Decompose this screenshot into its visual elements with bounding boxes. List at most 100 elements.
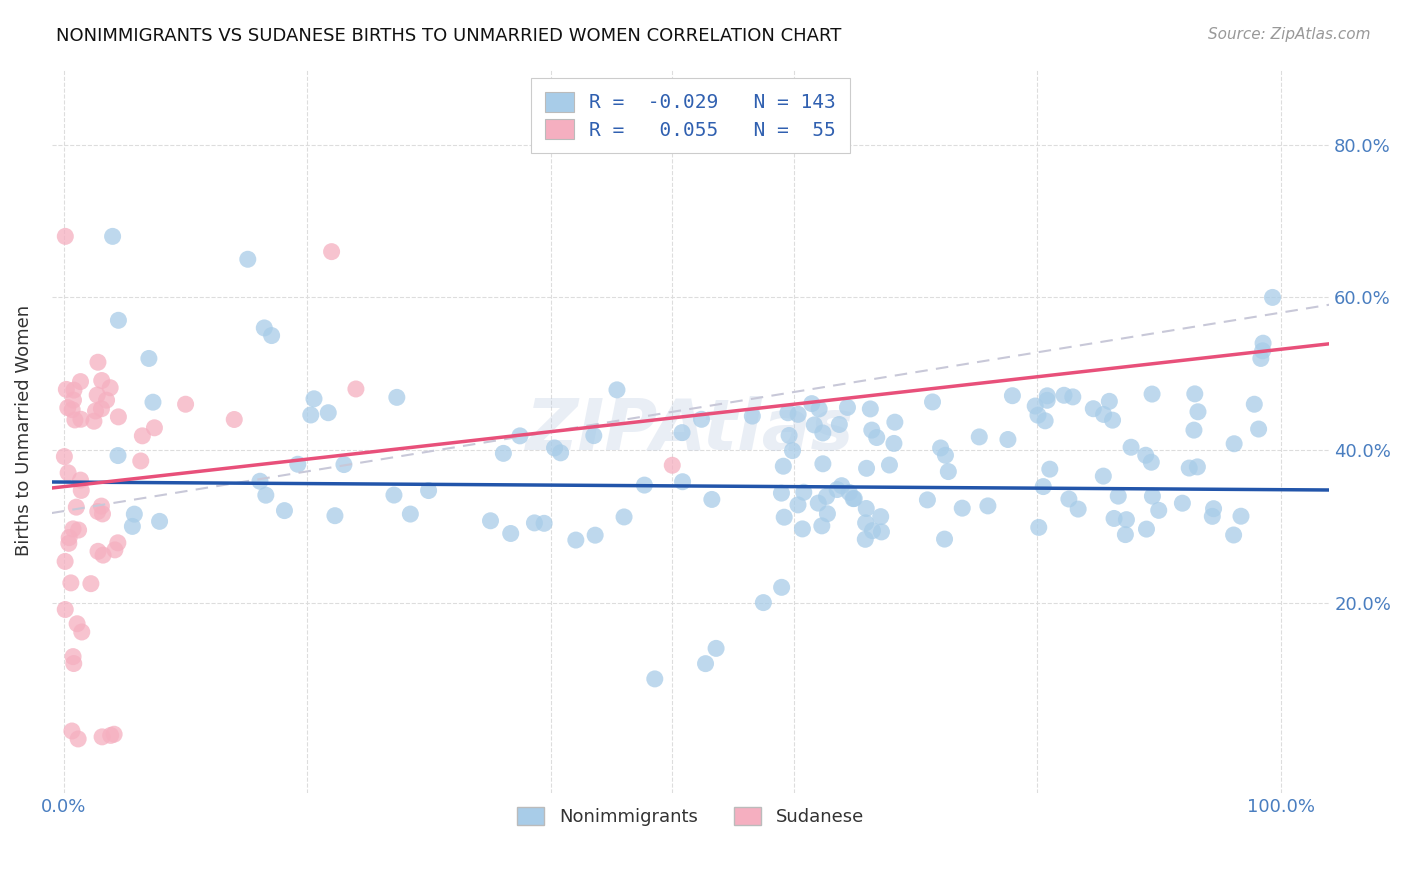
Point: [1033, 414, 1056, 428]
Point: [58, 536, 80, 550]
Point: [107, 449, 129, 463]
Point: [1036, 393, 1059, 408]
Point: [1107, 489, 1129, 503]
Point: [100, 728, 122, 742]
Point: [107, 313, 129, 327]
Point: [870, 524, 893, 539]
Point: [997, 433, 1019, 447]
Point: [104, 542, 127, 557]
Point: [741, 409, 763, 423]
Point: [87, 504, 110, 518]
Point: [811, 457, 834, 471]
Point: [1247, 422, 1270, 436]
Point: [583, 528, 606, 542]
Point: [83, 414, 105, 428]
Point: [90, 374, 112, 388]
Point: [236, 252, 259, 267]
Point: [776, 406, 799, 420]
Point: [936, 465, 959, 479]
Point: [828, 417, 851, 432]
Point: [1201, 509, 1223, 524]
Point: [129, 454, 152, 468]
Point: [550, 446, 572, 460]
Point: [66, 616, 89, 631]
Point: [690, 412, 713, 426]
Point: [249, 475, 271, 489]
Point: [87, 544, 110, 558]
Point: [1171, 496, 1194, 510]
Text: Source: ZipAtlas.com: Source: ZipAtlas.com: [1208, 27, 1371, 42]
Point: [917, 492, 939, 507]
Point: [807, 496, 830, 510]
Point: [695, 657, 717, 671]
Point: [950, 501, 973, 516]
Point: [1067, 502, 1090, 516]
Point: [96, 393, 118, 408]
Point: [1115, 513, 1137, 527]
Point: [842, 491, 865, 506]
Point: [929, 441, 952, 455]
Point: [1135, 522, 1157, 536]
Point: [70, 483, 93, 498]
Point: [69, 473, 91, 487]
Point: [63, 413, 86, 427]
Point: [661, 458, 683, 473]
Point: [862, 524, 884, 538]
Point: [700, 492, 723, 507]
Point: [59, 575, 82, 590]
Legend: Nonimmigrants, Sudanese: Nonimmigrants, Sudanese: [509, 797, 873, 835]
Point: [825, 483, 848, 497]
Point: [811, 519, 834, 533]
Point: [1178, 461, 1201, 475]
Point: [792, 522, 814, 536]
Point: [56, 466, 79, 480]
Point: [509, 429, 531, 443]
Text: NONIMMIGRANTS VS SUDANESE BIRTHS TO UNMARRIED WOMEN CORRELATION CHART: NONIMMIGRANTS VS SUDANESE BIRTHS TO UNMA…: [56, 27, 842, 45]
Point: [1223, 436, 1246, 450]
Point: [1036, 389, 1059, 403]
Point: [53, 450, 76, 464]
Point: [837, 401, 859, 415]
Point: [1222, 528, 1244, 542]
Point: [772, 459, 794, 474]
Point: [91, 507, 114, 521]
Point: [1187, 405, 1209, 419]
Point: [62, 649, 84, 664]
Text: ZIPAtlas: ZIPAtlas: [526, 396, 855, 466]
Point: [934, 532, 956, 546]
Point: [533, 516, 555, 531]
Point: [1028, 520, 1050, 534]
Point: [254, 488, 277, 502]
Point: [107, 536, 129, 550]
Point: [1184, 387, 1206, 401]
Point: [80, 576, 103, 591]
Point: [1026, 408, 1049, 422]
Point: [148, 514, 170, 528]
Point: [803, 417, 825, 432]
Point: [260, 328, 283, 343]
Point: [752, 596, 775, 610]
Point: [565, 533, 588, 547]
Point: [633, 478, 655, 492]
Point: [70, 625, 93, 640]
Point: [977, 499, 1000, 513]
Point: [62, 657, 84, 671]
Point: [853, 533, 876, 547]
Point: [87, 355, 110, 369]
Point: [323, 508, 346, 523]
Point: [1062, 390, 1084, 404]
Point: [859, 401, 882, 416]
Point: [1024, 399, 1046, 413]
Point: [1114, 527, 1136, 541]
Point: [302, 392, 325, 406]
Point: [131, 429, 153, 443]
Point: [860, 423, 883, 437]
Point: [644, 672, 666, 686]
Point: [273, 503, 295, 517]
Point: [299, 408, 322, 422]
Point: [55, 383, 77, 397]
Point: [1140, 455, 1163, 469]
Point: [84, 404, 107, 418]
Point: [883, 436, 905, 450]
Point: [344, 382, 367, 396]
